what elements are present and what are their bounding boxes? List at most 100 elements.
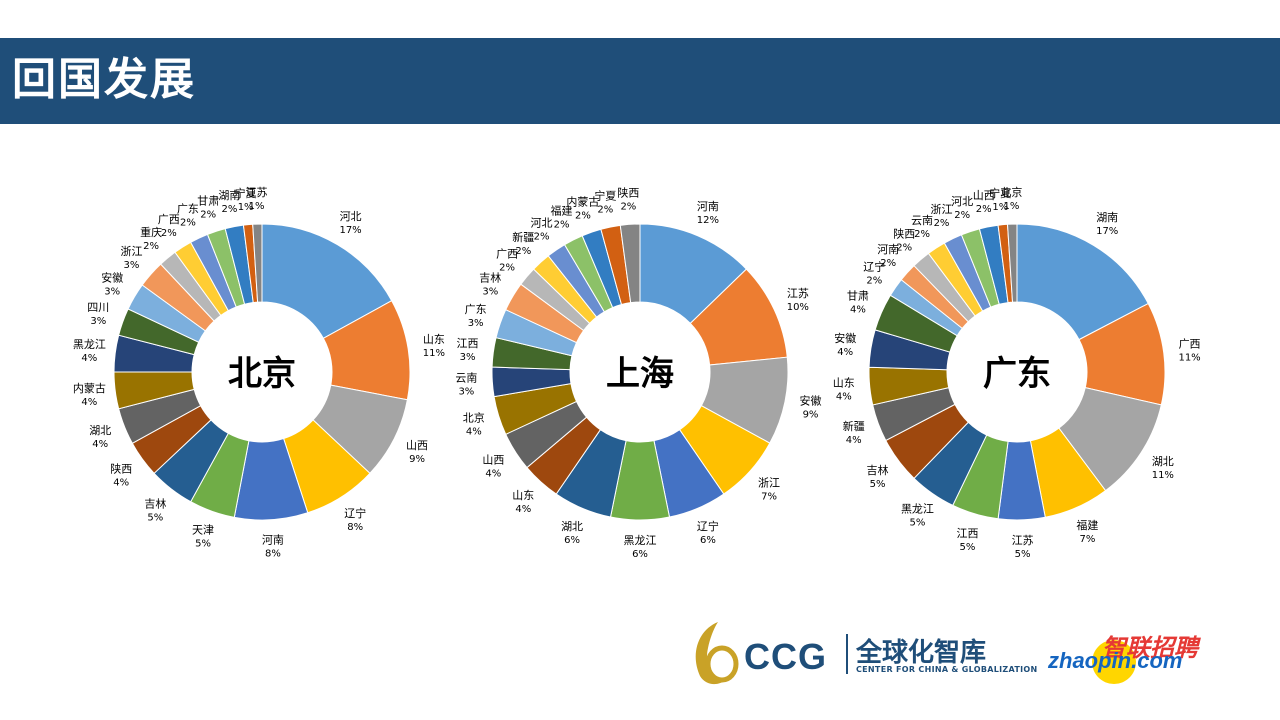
- slice-label: 江西: [457, 337, 479, 350]
- slice-percent: 2%: [620, 201, 636, 212]
- slice-label: 湖北: [89, 424, 111, 437]
- slice-label: 黑龙江: [901, 503, 934, 516]
- slice-湖南: [1016, 223, 1149, 341]
- slice-label: 安徽: [101, 270, 123, 284]
- slice-label: 河北: [951, 195, 973, 208]
- slice-label: 广东: [465, 303, 487, 316]
- slice-percent: 2%: [554, 220, 570, 231]
- slice-label: 广西: [158, 213, 180, 226]
- slice-label: 陕西: [110, 461, 132, 475]
- slice-label: 宁夏: [235, 186, 257, 200]
- slice-label: 甘肃: [197, 195, 219, 208]
- slice-label: 浙江: [931, 203, 953, 216]
- slice-label: 山西: [406, 439, 428, 452]
- slice-percent: 11%: [423, 348, 445, 359]
- header-bar: 回国发展: [0, 38, 1280, 124]
- slice-label: 河南: [697, 200, 719, 213]
- slice-label: 浙江: [758, 477, 780, 490]
- slice-percent: 7%: [761, 492, 777, 503]
- slice-percent: 6%: [632, 549, 648, 560]
- logo-divider: [846, 634, 848, 674]
- slice-percent: 12%: [697, 215, 719, 226]
- slice-label: 山东: [423, 333, 445, 346]
- slice-percent: 4%: [81, 353, 97, 364]
- slice-percent: 2%: [896, 243, 912, 254]
- slice-percent: 4%: [485, 469, 501, 480]
- slice-label: 广西: [1179, 338, 1201, 351]
- slice-label: 甘肃: [847, 290, 869, 303]
- slice-label: 四川: [87, 301, 109, 314]
- slice-北京: [1006, 223, 1018, 303]
- slice-label: 湖北: [561, 520, 583, 533]
- slice-percent: 2%: [221, 204, 237, 215]
- donut-chart-2: 河南 12% 江苏 10% 安徽 9% 浙江 7% 辽宁 6% 黑龙江 6% 湖北 6% 山东 4% 山西 4% 北…: [455, 185, 821, 560]
- slice-label: 辽宁: [344, 506, 366, 520]
- slice-label: 云南: [911, 214, 933, 227]
- slice-percent: 3%: [124, 260, 140, 271]
- slice-label: 河南: [262, 534, 284, 547]
- slice-label: 辽宁: [697, 519, 719, 533]
- slice-label: 天津: [192, 524, 214, 537]
- slice-label: 浙江: [120, 245, 142, 258]
- slice-percent: 5%: [910, 518, 926, 529]
- slice-percent: 2%: [143, 241, 159, 252]
- slice-label: 内蒙古: [73, 381, 106, 395]
- slice-label: 吉林: [144, 496, 166, 510]
- zhaopin-en-name: zhaopin.com: [1048, 648, 1183, 673]
- page-title: 回国发展: [12, 54, 196, 105]
- zhaopin-cn-name: 智联招聘: [1102, 634, 1198, 662]
- slice-percent: 2%: [866, 275, 882, 286]
- slice-percent: 10%: [787, 302, 809, 313]
- chart-center-title: 广东: [983, 354, 1051, 394]
- ccg-mark: CCG: [744, 636, 827, 677]
- slice-label: 河南: [877, 243, 899, 256]
- slice-percent: 6%: [700, 535, 716, 546]
- slice-label: 湖北: [1152, 455, 1174, 468]
- slice-percent: 3%: [482, 286, 498, 297]
- slice-percent: 2%: [575, 211, 591, 222]
- slice-label: 黑龙江: [73, 338, 106, 351]
- slice-percent: 5%: [195, 539, 211, 550]
- slice-label: 陕西: [893, 227, 915, 241]
- footer-logos: CCG 全球化智库 CENTER FOR CHINA & GLOBALIZATI…: [680, 612, 1280, 692]
- slice-percent: 4%: [113, 477, 129, 488]
- slice-percent: 1%: [238, 202, 254, 213]
- slice-percent: 2%: [934, 218, 950, 229]
- slice-percent: 4%: [466, 427, 482, 438]
- slice-label: 吉林: [479, 270, 501, 284]
- slice-percent: 3%: [460, 352, 476, 363]
- slice-label: 宁夏: [989, 186, 1011, 200]
- slice-label: 北京: [1000, 185, 1022, 199]
- slice-percent: 3%: [104, 286, 120, 297]
- slice-percent: 2%: [200, 210, 216, 221]
- slice-percent: 9%: [803, 410, 819, 421]
- slice-label: 山东: [833, 377, 855, 390]
- slice-percent: 8%: [347, 522, 363, 533]
- slice-percent: 3%: [468, 318, 484, 329]
- slice-percent: 2%: [515, 246, 531, 257]
- slice-label: 河北: [340, 210, 362, 223]
- slice-percent: 4%: [836, 392, 852, 403]
- slice-percent: 1%: [249, 201, 265, 212]
- slice-percent: 5%: [1015, 549, 1031, 560]
- slice-percent: 4%: [850, 305, 866, 316]
- slice-label: 吉林: [867, 463, 889, 477]
- ccg-emblem-icon: [695, 622, 739, 685]
- slice-label: 新疆: [512, 230, 534, 244]
- slice-percent: 2%: [180, 218, 196, 229]
- slice-label: 河北: [531, 217, 553, 230]
- slice-label: 安徽: [834, 331, 856, 345]
- slice-percent: 11%: [1178, 353, 1200, 364]
- slice-percent: 4%: [515, 504, 531, 515]
- slice-percent: 2%: [161, 228, 177, 239]
- slice-percent: 9%: [409, 454, 425, 465]
- slice-percent: 1%: [992, 202, 1008, 213]
- slice-percent: 5%: [870, 479, 886, 490]
- slice-percent: 7%: [1079, 534, 1095, 545]
- ccg-en-name: CENTER FOR CHINA & GLOBALIZATION: [856, 665, 1038, 674]
- slice-label: 北京: [463, 411, 485, 425]
- slice-label: 山西: [973, 189, 995, 202]
- slice-label: 福建: [551, 204, 573, 218]
- slice-label: 江苏: [246, 186, 268, 199]
- slice-label: 湖南: [218, 189, 240, 202]
